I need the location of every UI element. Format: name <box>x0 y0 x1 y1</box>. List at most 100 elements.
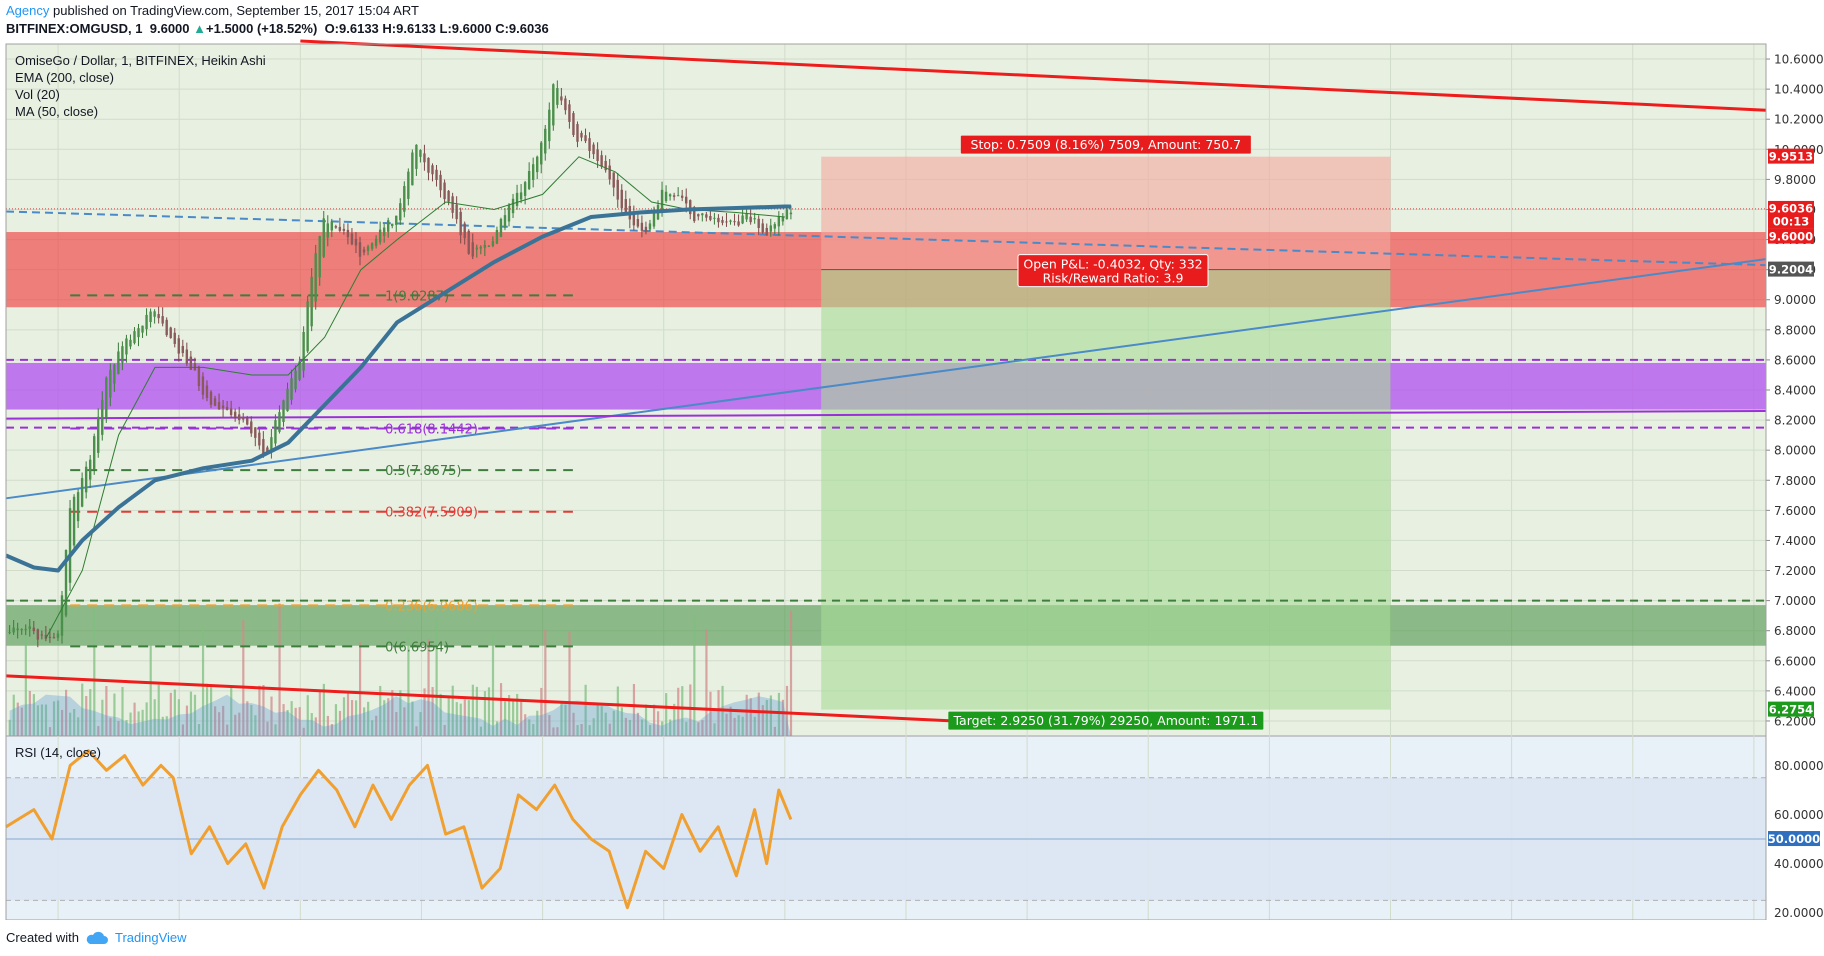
volume-bar <box>97 726 100 736</box>
candle <box>161 316 164 324</box>
legend-rsi[interactable]: RSI (14, close) <box>15 745 101 760</box>
volume-bar <box>346 693 350 736</box>
candle <box>386 220 390 232</box>
volume-bar <box>371 720 374 736</box>
volume-bar <box>121 686 124 736</box>
candle <box>721 220 724 223</box>
tradingview-link[interactable]: TradingView <box>114 930 187 945</box>
price-tick-label: 7.4000 <box>1774 534 1816 548</box>
volume-bar <box>576 725 579 736</box>
axis-badge: 6.2754 <box>1768 701 1814 717</box>
axis-badge: 9.6036 <box>1768 200 1814 216</box>
volume-bar <box>298 707 301 736</box>
target-label[interactable]: Target: 2.9250 (31.79%) 29250, Amount: 1… <box>948 711 1264 730</box>
legend-title[interactable]: OmiseGo / Dollar, 1, BITFINEX, Heikin As… <box>15 53 266 68</box>
volume-bar <box>580 723 583 736</box>
candle <box>717 217 720 223</box>
volume-bar <box>447 697 450 736</box>
candle <box>604 160 607 171</box>
volume-bar <box>310 713 313 736</box>
legend-vol[interactable]: Vol (20) <box>15 87 60 102</box>
volume-bar <box>40 704 44 736</box>
candle <box>105 377 108 418</box>
candle <box>306 301 309 352</box>
volume-bar <box>584 684 587 736</box>
volume-bar <box>266 721 269 736</box>
candle <box>32 627 35 632</box>
candle <box>556 88 559 105</box>
volume-bar <box>205 683 209 736</box>
legend-ema[interactable]: EMA (200, close) <box>15 70 114 85</box>
candle <box>672 195 676 197</box>
red-upper-trendline[interactable] <box>300 39 1767 112</box>
candle <box>274 420 277 444</box>
volume-bar <box>322 683 325 736</box>
legend-ma[interactable]: MA (50, close) <box>15 104 99 119</box>
axis-badge-text: 9.6036 <box>1769 202 1813 216</box>
candle <box>652 212 656 227</box>
candle <box>149 311 152 323</box>
candle <box>540 142 543 165</box>
candle <box>693 207 696 222</box>
volume-bar <box>503 701 507 736</box>
axis-badge-bg <box>1768 200 1814 216</box>
volume-bar <box>242 620 245 736</box>
candle <box>431 165 434 175</box>
candle <box>664 191 668 202</box>
volume-bar <box>278 603 281 736</box>
volume-bar <box>133 702 136 736</box>
stop-label[interactable]: Stop: 0.7509 (8.16%) 7509, Amount: 750.7 <box>960 135 1251 154</box>
volume-bar <box>487 687 491 736</box>
fib-level-label: 0.236(6.9686) <box>385 599 478 614</box>
candle <box>330 221 334 231</box>
volume-bar <box>495 721 499 736</box>
volume-bar <box>652 704 656 736</box>
target-label-bg <box>948 711 1264 730</box>
candle <box>250 421 253 434</box>
volume-bar <box>624 717 627 736</box>
volume-bar <box>677 687 680 736</box>
candle <box>588 138 591 151</box>
volume-bar <box>177 699 180 736</box>
volume-bar <box>508 695 511 736</box>
volume-bar <box>89 689 92 736</box>
candle <box>84 466 88 493</box>
candle <box>225 406 229 410</box>
target-zone[interactable] <box>821 269 1391 710</box>
close-value: 9.6036 <box>508 21 549 36</box>
stop-zone[interactable] <box>821 156 1391 270</box>
candle <box>56 633 60 638</box>
volume-bar <box>516 693 519 736</box>
author-link[interactable]: Agency <box>6 3 50 18</box>
candle <box>535 156 539 173</box>
purple-trendline[interactable] <box>5 410 1767 420</box>
volume-bar <box>16 702 19 736</box>
candle <box>668 194 672 197</box>
volume-bar <box>451 685 454 736</box>
volume-bar <box>193 694 197 736</box>
candle <box>346 229 350 238</box>
red-lower-trendline[interactable] <box>5 674 955 723</box>
candle <box>270 437 273 450</box>
candle <box>40 634 44 636</box>
price-chart[interactable]: 1(9.0287)0.618(8.1442)0.5(7.8675)0.382(7… <box>0 0 1824 920</box>
close-label: C: <box>495 21 509 36</box>
candle <box>16 628 19 631</box>
candle <box>48 636 52 638</box>
price-tick-label: 9.0000 <box>1774 293 1816 307</box>
volume-bar <box>20 707 23 736</box>
volume-bar <box>540 687 543 736</box>
candle <box>145 314 148 330</box>
blue-trendline[interactable] <box>5 258 1767 500</box>
candle <box>580 132 583 138</box>
candle <box>701 213 704 216</box>
volume-bar <box>729 706 732 736</box>
volume-bar <box>169 692 172 736</box>
candle <box>713 217 716 219</box>
volume-bar <box>93 609 96 736</box>
candle <box>169 327 172 338</box>
price-tick-label: 8.8000 <box>1774 323 1816 337</box>
candle <box>36 629 40 640</box>
candle <box>233 411 237 418</box>
